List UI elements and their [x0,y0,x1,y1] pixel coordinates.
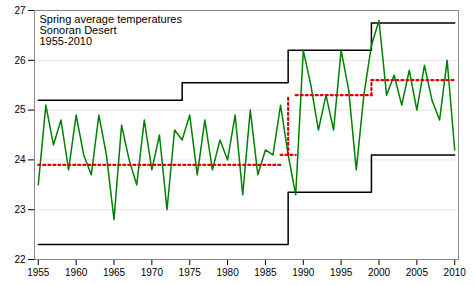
svg-text:1995: 1995 [330,267,353,278]
svg-text:1975: 1975 [179,267,202,278]
svg-text:Spring average temperaturesSon: Spring average temperaturesSonoran Deser… [40,13,183,47]
svg-text:1970: 1970 [141,267,164,278]
svg-text:1965: 1965 [103,267,126,278]
svg-text:2010: 2010 [444,267,467,278]
svg-text:1960: 1960 [65,267,88,278]
svg-text:25: 25 [14,104,26,115]
svg-text:1990: 1990 [292,267,315,278]
svg-text:27: 27 [14,5,26,16]
svg-text:1985: 1985 [254,267,277,278]
svg-text:26: 26 [14,55,26,66]
svg-text:1955: 1955 [27,267,50,278]
svg-text:1980: 1980 [216,267,239,278]
svg-text:24: 24 [14,154,26,165]
svg-text:23: 23 [14,204,26,215]
svg-text:2000: 2000 [368,267,391,278]
svg-text:22: 22 [14,254,26,265]
svg-text:2005: 2005 [406,267,429,278]
